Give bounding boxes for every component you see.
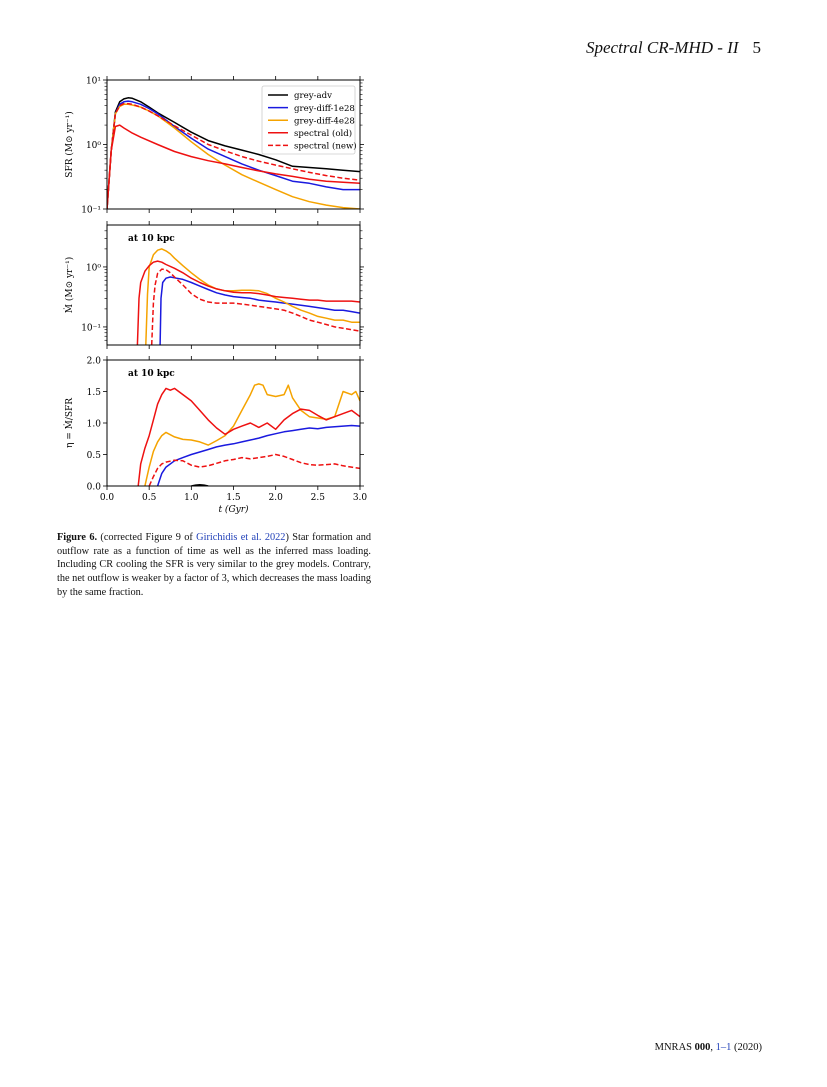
panel-annotation: at 10 kpc [128,234,175,244]
caption-prefix: (corrected Figure 9 of [97,532,197,543]
journal-name: MNRAS [654,1042,692,1053]
y-tick-label: 2.0 [87,357,102,367]
y-tick-label: 0.5 [87,451,102,461]
series-group [107,97,360,209]
x-tick-label: 3.0 [353,493,368,503]
citation-link[interactable]: Girichidis et al. 2022 [196,532,286,543]
chart-panel-3: 0.0 0.5 1.0 1.5 2.0 0.0 0.5 1.0 1.5 2.0 2.5 3.0 η = … [63,356,367,515]
series-line-grey-diff-1e28 [107,100,360,209]
journal-volume: 000 [694,1042,711,1053]
y-axis-label: SFR (M⊙ yr⁻¹) [64,111,75,177]
axes-frame [106,79,361,210]
series-line-spectral-old [137,387,360,486]
legend-entry: spectral (new) [294,141,357,152]
series-line-spectral-new [148,453,360,486]
legend-entry: grey-diff-1e28 [294,104,355,114]
legend-entry: grey-diff-4e28 [294,116,355,126]
y-tick-label: 10¹ [86,77,101,87]
legend-entry: grey-adv [294,91,332,101]
caption-text: ) Star formation and outflow rate as a f… [57,532,371,598]
y-tick-label: 1.5 [87,388,102,398]
page-range-link[interactable]: 1–1 [715,1042,732,1053]
series-line-spectral-old [107,124,360,209]
legend-box [261,85,356,155]
series-line-spectral-new [107,102,360,209]
running-header: Spectral CR-MHD - II 5 [586,38,761,58]
y-tick-label: 0.0 [87,483,102,493]
series-line-grey-diff-4e28 [145,248,360,345]
panel-annotation: at 10 kpc [128,369,175,379]
axes-frame [106,224,361,346]
x-tick-label: 1.5 [226,493,241,503]
axes-frame [106,359,361,487]
running-title: Spectral CR-MHD - II [586,38,739,57]
x-tick-label: 2.5 [311,493,326,503]
y-tick-label: 1.0 [87,420,102,430]
series-line-grey-adv [107,97,360,209]
series-line-grey-adv [191,483,209,486]
series-group [137,383,360,486]
chart-panel-1: 10⁻¹ 10⁰ 10¹ SFR (M⊙ yr⁻¹) grey-adv grey-diff… [64,76,364,216]
y-axis-label: η = Ṁ/SFR [63,398,75,448]
x-axis-label: t (Gyr) [218,504,249,515]
x-tick-label: 1.0 [184,493,199,503]
series-line-grey-diff-1e28 [156,424,360,486]
series-line-spectral-old [136,260,360,345]
legend: grey-adv grey-diff-1e28 grey-diff-4e28 spec… [261,85,357,155]
y-tick-label: 10⁻¹ [81,206,101,216]
series-line-grey-diff-1e28 [159,276,360,345]
series-line-spectral-new [150,268,360,345]
x-tick-label: 2.0 [269,493,284,503]
x-tick-label: 0.5 [142,493,157,503]
y-tick-label: 10⁰ [86,141,101,151]
chart-panel-2: 10⁻¹ 10⁰ Ṁ (M⊙ yr⁻¹) at 10 kpc [63,221,364,349]
series-group [136,248,360,345]
page-number: 5 [752,38,762,57]
publication-year: (2020) [734,1042,762,1053]
y-axis-label: Ṁ (M⊙ yr⁻¹) [63,257,75,313]
y-tick-label: 10⁰ [86,263,101,273]
figure-label: Figure 6. [57,532,98,543]
page-footer: MNRAS 000, 1–1 (2020) [654,1042,762,1053]
figure-caption: Figure 6. (corrected Figure 9 of Girichi… [57,531,371,600]
legend-entry: spectral (old) [294,128,352,139]
series-line-grey-diff-4e28 [144,383,360,486]
x-tick-label: 0.0 [100,493,115,503]
y-tick-label: 10⁻¹ [81,323,101,333]
